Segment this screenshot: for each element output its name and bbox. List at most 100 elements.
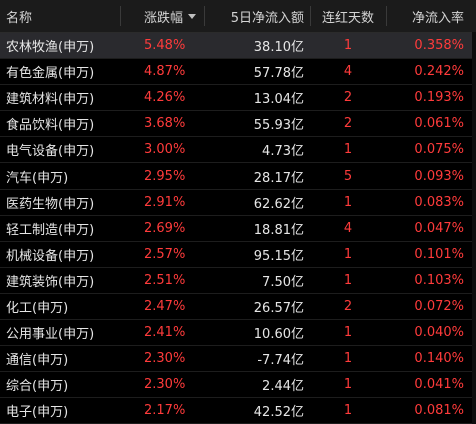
change-pct-cell: 5.48% [144, 38, 186, 54]
table-row[interactable]: 有色金属(申万) 4.87% 57.78亿 4 0.242% [0, 59, 476, 86]
net-inflow-cell: 26.57亿 [253, 300, 304, 316]
up-days-cell: 2 [343, 298, 353, 314]
sector-name-cell: 建筑装饰(申万) [6, 274, 95, 290]
spacer [186, 320, 204, 345]
spacer [186, 163, 204, 188]
change-pct-cell: 2.57% [144, 246, 186, 262]
spacer [186, 33, 204, 58]
table-row[interactable]: 电子(申万) 2.17% 42.52亿 1 0.081% [0, 398, 476, 424]
change-pct-cell: 2.30% [144, 351, 186, 367]
header-change-pct[interactable]: 涨跌幅 [144, 10, 184, 26]
sector-name-cell: 食品饮料(申万) [6, 118, 95, 134]
net-inflow-cell: 38.10亿 [253, 40, 304, 56]
sort-desc-icon[interactable] [186, 0, 204, 32]
up-days-cell: 1 [343, 325, 353, 341]
sector-name-cell: 汽车(申万) [6, 170, 69, 186]
table-row[interactable]: 电气设备(申万) 3.00% 4.73亿 1 0.075% [0, 137, 476, 164]
table-row[interactable]: 轻工制造(申万) 2.69% 18.81亿 4 0.047% [0, 216, 476, 242]
net-inflow-cell: 13.04亿 [253, 92, 304, 108]
table-row[interactable]: 建筑材料(申万) 4.26% 13.04亿 2 0.193% [0, 85, 476, 112]
sector-name-cell: 医药生物(申万) [6, 196, 95, 212]
table-header: 名称 涨跌幅 5日净流入额 连红天数 净流入率 [0, 0, 476, 33]
inflow-rate-cell: 0.072% [414, 298, 464, 314]
change-pct-cell: 2.69% [144, 220, 186, 236]
up-days-cell: 1 [343, 194, 353, 210]
inflow-rate-cell: 0.040% [414, 325, 464, 341]
sector-name-cell: 机械设备(申万) [6, 248, 95, 264]
inflow-rate-cell: 0.047% [414, 220, 464, 236]
table-row[interactable]: 农林牧渔(申万) 5.48% 38.10亿 1 0.358% [0, 33, 476, 60]
change-pct-cell: 2.51% [144, 272, 186, 288]
sector-name-cell: 轻工制造(申万) [6, 222, 95, 238]
table-row[interactable]: 综合(申万) 2.30% 2.44亿 1 0.041% [0, 372, 476, 399]
net-inflow-cell: 2.44亿 [262, 379, 304, 395]
spacer [186, 59, 204, 84]
spacer [186, 137, 204, 162]
net-inflow-cell: 62.62亿 [253, 196, 304, 212]
table-body: 农林牧渔(申万) 5.48% 38.10亿 1 0.358% 有色金属(申万) 4.87% 5… [0, 33, 476, 424]
table-row[interactable]: 建筑装饰(申万) 2.51% 7.50亿 1 0.103% [0, 268, 476, 294]
change-pct-cell: 2.47% [144, 298, 186, 314]
spacer [186, 294, 204, 319]
table-row[interactable]: 汽车(申万) 2.95% 28.17亿 5 0.093% [0, 163, 476, 190]
sector-name-cell: 农林牧渔(申万) [6, 40, 95, 56]
up-days-cell: 1 [343, 272, 353, 288]
header-net-inflow-rate[interactable]: 净流入率 [411, 10, 464, 26]
net-inflow-cell: 10.60亿 [253, 327, 304, 343]
spacer [186, 346, 204, 371]
up-days-cell: 4 [343, 220, 353, 236]
net-inflow-cell: 4.73亿 [262, 144, 304, 160]
table-row[interactable]: 机械设备(申万) 2.57% 95.15亿 1 0.101% [0, 242, 476, 268]
net-inflow-cell: 7.50亿 [262, 274, 304, 290]
up-days-cell: 4 [343, 64, 353, 80]
change-pct-cell: 2.95% [144, 168, 186, 184]
spacer [186, 85, 204, 110]
table-row[interactable]: 公用事业(申万) 2.41% 10.60亿 1 0.040% [0, 320, 476, 347]
up-days-cell: 2 [343, 116, 353, 132]
header-5day-net-inflow[interactable]: 5日净流入额 [230, 10, 304, 26]
net-inflow-cell: -7.74亿 [257, 353, 304, 369]
table-row[interactable]: 医药生物(申万) 2.91% 62.62亿 1 0.083% [0, 190, 476, 216]
sector-name-cell: 综合(申万) [6, 379, 69, 395]
spacer [186, 398, 204, 423]
net-inflow-cell: 28.17亿 [253, 170, 304, 186]
table-row[interactable]: 通信(申万) 2.30% -7.74亿 1 0.140% [0, 346, 476, 373]
inflow-rate-cell: 0.140% [414, 351, 464, 367]
net-inflow-cell: 55.93亿 [253, 118, 304, 134]
spacer [186, 372, 204, 397]
sector-name-cell: 电气设备(申万) [6, 144, 95, 160]
table-row[interactable]: 化工(申万) 2.47% 26.57亿 2 0.072% [0, 294, 476, 321]
up-days-cell: 2 [343, 90, 353, 106]
change-pct-cell: 2.91% [144, 194, 186, 210]
spacer [186, 111, 204, 136]
inflow-rate-cell: 0.075% [414, 142, 464, 158]
change-pct-cell: 3.00% [144, 142, 186, 158]
table-row[interactable]: 食品饮料(申万) 3.68% 55.93亿 2 0.061% [0, 111, 476, 138]
column-divider [204, 6, 205, 26]
net-inflow-cell: 18.81亿 [253, 222, 304, 238]
up-days-cell: 1 [343, 351, 353, 367]
sector-name-cell: 公用事业(申万) [6, 327, 95, 343]
up-days-cell: 1 [343, 142, 353, 158]
change-pct-cell: 4.26% [144, 90, 186, 106]
spacer [186, 242, 204, 267]
column-divider [386, 6, 387, 26]
inflow-rate-cell: 0.103% [414, 272, 464, 288]
sector-name-cell: 有色金属(申万) [6, 66, 95, 82]
change-pct-cell: 4.87% [144, 64, 186, 80]
scrollbar[interactable] [472, 32, 476, 424]
net-inflow-cell: 42.52亿 [253, 405, 304, 421]
inflow-rate-cell: 0.101% [414, 246, 464, 262]
inflow-rate-cell: 0.093% [414, 168, 464, 184]
column-divider [310, 6, 311, 26]
inflow-rate-cell: 0.242% [414, 64, 464, 80]
header-name[interactable]: 名称 [6, 10, 33, 26]
net-inflow-cell: 57.78亿 [253, 66, 304, 82]
header-consecutive-up-days[interactable]: 连红天数 [321, 10, 374, 26]
column-divider [120, 6, 121, 26]
net-inflow-cell: 95.15亿 [253, 248, 304, 264]
up-days-cell: 5 [343, 168, 353, 184]
spacer [186, 216, 204, 241]
change-pct-cell: 2.41% [144, 325, 186, 341]
up-days-cell: 1 [343, 377, 353, 393]
